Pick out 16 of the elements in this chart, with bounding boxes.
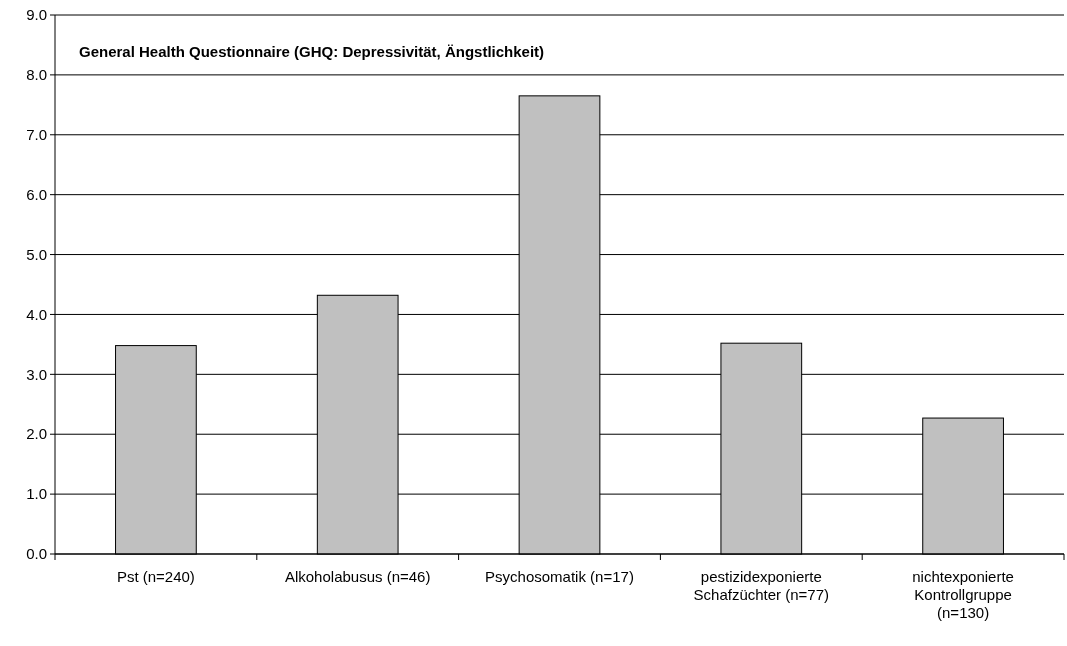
y-tick-label: 4.0 [26, 305, 47, 323]
y-tick-label: 9.0 [26, 6, 47, 24]
x-tick-label: Psychosomatik (n=17) [485, 568, 634, 585]
y-tick-label: 0.0 [26, 545, 47, 563]
x-tick-label: Alkoholabusus (n=46) [284, 568, 431, 585]
y-tick-label: 1.0 [26, 485, 47, 503]
x-tick-label: nichtexponierte Kontrollgruppe (n=130) [912, 568, 1014, 621]
x-tick-label: Pst (n=240) [116, 568, 195, 585]
y-tick-label: 6.0 [26, 185, 47, 203]
y-tick-label: 5.0 [26, 245, 47, 263]
y-tick-label: 2.0 [26, 425, 47, 443]
y-tick-label: 8.0 [26, 66, 47, 84]
y-tick-label: 3.0 [26, 365, 47, 383]
x-tick-label: pestizidexponierte Schafzüchter (n=77) [693, 568, 830, 603]
y-tick-label: 7.0 [26, 126, 47, 144]
text: General Health Questionnaire (GHQ: Depressivität, Ängstlichkeit) [79, 43, 545, 60]
